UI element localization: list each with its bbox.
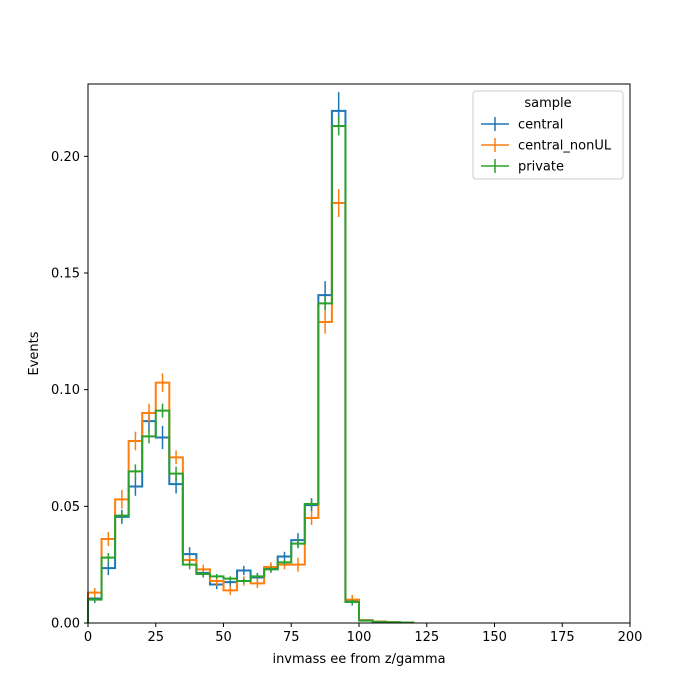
error-bar: [105, 561, 112, 576]
legend-label: private: [518, 160, 564, 175]
error-bar: [363, 619, 369, 622]
error-bar: [295, 539, 301, 549]
error-bar: [159, 403, 166, 418]
plot-area: [87, 92, 415, 624]
legend-item-central: central: [481, 117, 563, 133]
error-bar: [146, 429, 152, 444]
error-bar: [132, 431, 139, 451]
x-tick-label: 75: [283, 630, 300, 645]
error-bar: [308, 499, 315, 509]
error-bar: [335, 189, 342, 217]
error-bar: [227, 576, 233, 581]
error-bar: [322, 310, 328, 334]
error-bar: [132, 464, 139, 479]
error-bar: [308, 511, 315, 525]
error-bar: [173, 466, 179, 481]
y-tick-label: 0.10: [51, 383, 80, 398]
legend-title: sample: [524, 96, 571, 111]
error-bar: [105, 532, 112, 546]
error-bar: [241, 578, 247, 584]
error-bar: [349, 599, 355, 605]
error-bar: [281, 551, 288, 562]
error-bar: [295, 557, 301, 572]
error-bar: [159, 425, 166, 450]
error-bar: [268, 567, 274, 572]
error-bar: [105, 553, 112, 563]
error-bar: [254, 574, 261, 579]
legend-item-private: private: [481, 159, 564, 175]
error-bar: [227, 585, 233, 595]
legend-item-central_nonUL: central_nonUL: [481, 138, 612, 154]
x-tick-label: 200: [618, 630, 643, 645]
x-tick-label: 150: [482, 630, 507, 645]
legend-label: central_nonUL: [518, 139, 612, 154]
y-axis-label: Events: [27, 331, 42, 375]
error-bar: [132, 477, 139, 496]
error-bar: [214, 574, 220, 579]
x-tick-label: 0: [84, 630, 92, 645]
error-bar: [322, 296, 328, 311]
series-step-line: [87, 125, 415, 624]
y-tick-label: 0.15: [51, 267, 80, 282]
legend-box: [472, 90, 624, 180]
y-tick-label: 0.00: [51, 617, 80, 632]
y-tick-label: 0.05: [51, 500, 80, 515]
error-bar: [119, 490, 125, 509]
x-axis-label: invmass ee from z/gamma: [272, 652, 445, 667]
x-tick-label: 125: [414, 630, 439, 645]
error-bar: [254, 578, 261, 588]
y-tick-label: 0.20: [51, 150, 80, 165]
error-bar: [186, 560, 193, 570]
x-tick-label: 25: [147, 630, 164, 645]
error-bar: [92, 588, 98, 598]
error-bar: [159, 373, 166, 392]
error-bar: [241, 565, 247, 576]
legend-label: central: [518, 118, 563, 133]
x-tick-label: 175: [550, 630, 575, 645]
error-bar: [173, 450, 179, 465]
axes: 0 25 50 75 100 125 150 175 200 0.00 0.05 0.10 0.15 0.…: [51, 83, 643, 645]
x-tick-label: 50: [215, 630, 232, 645]
error-bar: [92, 597, 98, 602]
error-bar: [281, 560, 288, 565]
error-bar: [119, 511, 125, 521]
error-bar: [146, 403, 152, 423]
error-bar: [200, 571, 206, 577]
x-tick-label: 100: [347, 630, 372, 645]
error-bar: [335, 116, 342, 136]
error-bar: [376, 621, 383, 623]
